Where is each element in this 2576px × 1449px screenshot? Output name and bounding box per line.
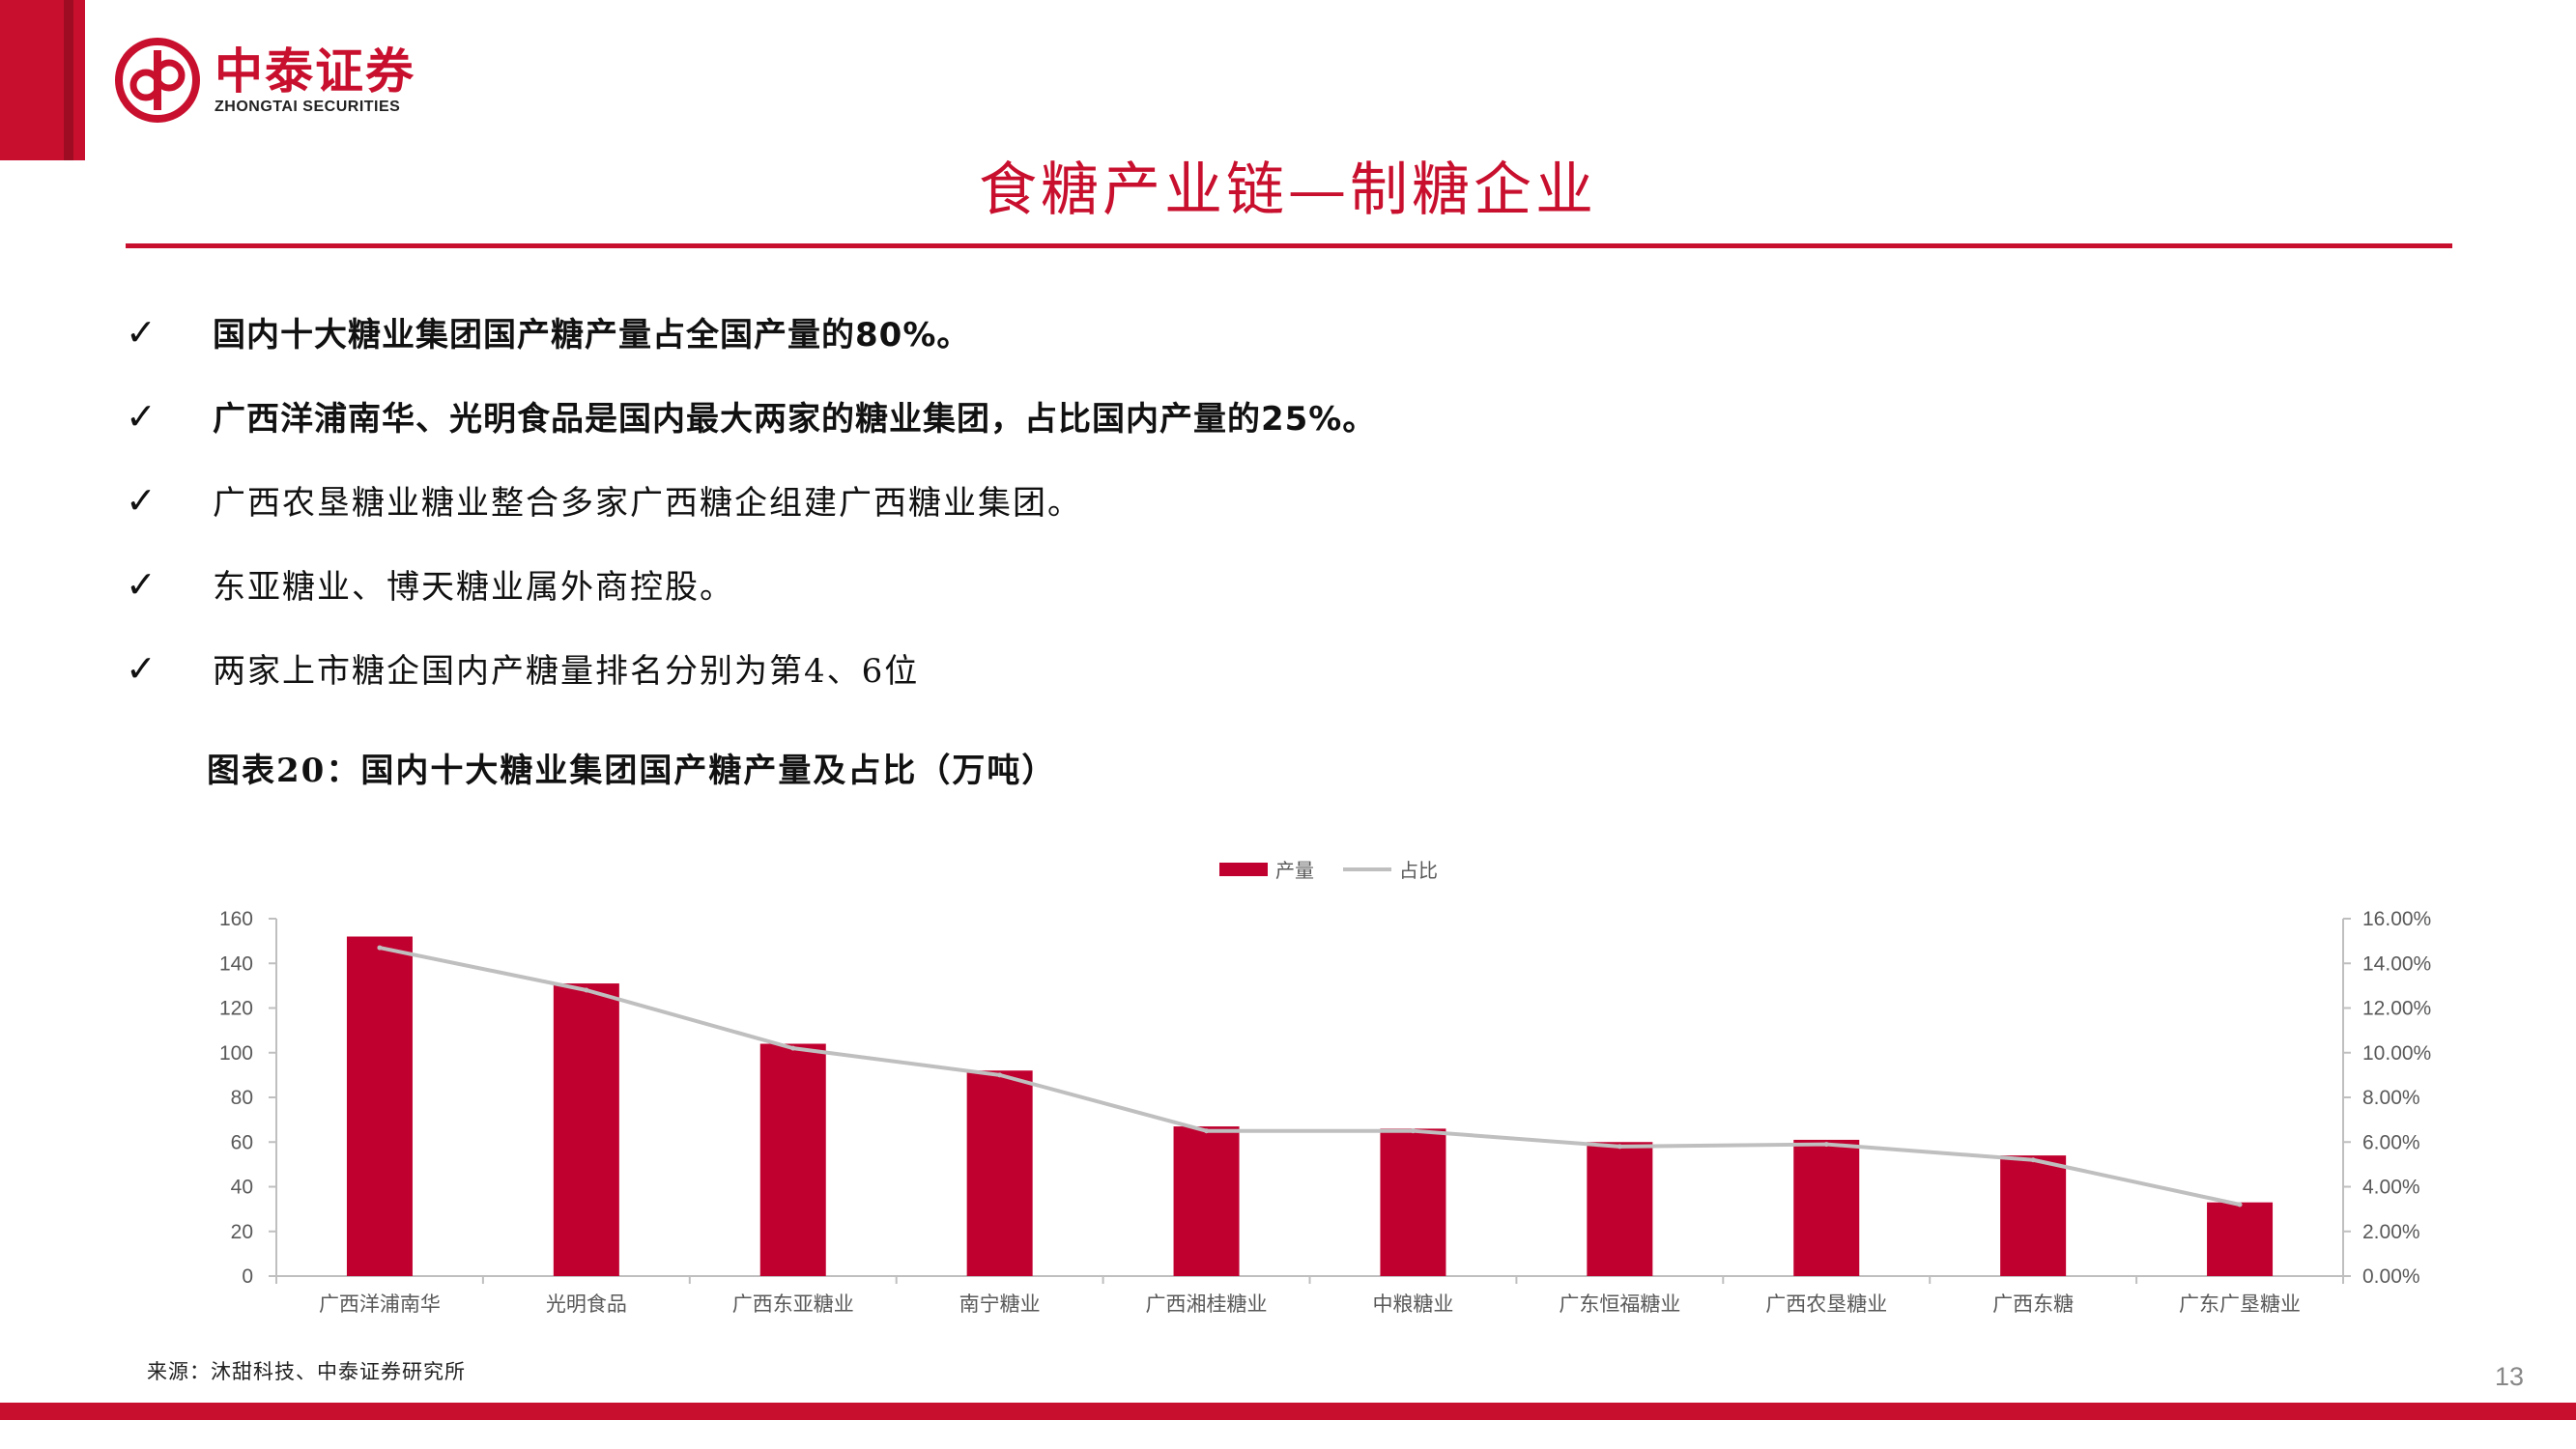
right-tick-label: 8.00% <box>2362 1087 2420 1109</box>
line-share-point <box>1823 1142 1829 1148</box>
left-tick-label: 60 <box>231 1131 253 1153</box>
checkmark-icon: ✓ <box>126 646 157 690</box>
zhongtai-logo-icon <box>115 38 200 123</box>
page-number: 13 <box>2494 1362 2524 1391</box>
bar-output <box>1173 1126 1240 1276</box>
right-tick-label: 10.00% <box>2362 1042 2431 1065</box>
line-share-point <box>1204 1128 1210 1134</box>
bar-output <box>2207 1202 2274 1276</box>
x-category-label: 广西农垦糖业 <box>1765 1293 1887 1316</box>
bullet-item: ✓ 广西洋浦南华、光明食品是国内最大两家的糖业集团，占比国内产量的25%。 <box>126 374 1376 458</box>
x-category-label: 光明食品 <box>546 1293 627 1316</box>
bar-output <box>966 1070 1033 1276</box>
bar-output <box>1793 1139 1860 1276</box>
x-category-label: 中粮糖业 <box>1372 1293 1453 1316</box>
x-category-label: 广西湘桂糖业 <box>1146 1293 1268 1316</box>
logo-chinese-name: 中泰证券 <box>215 43 415 99</box>
production-share-chart: 产量 占比 0 20 40 60 80 100 120 140 160 0.00% 2.00% 4.00%… <box>219 859 2431 1316</box>
right-tick-label: 14.00% <box>2362 952 2431 975</box>
line-share-point <box>997 1072 1003 1078</box>
left-tick-label: 0 <box>242 1265 253 1288</box>
title-divider <box>126 243 2452 248</box>
line-share-point <box>377 945 383 951</box>
checkmark-icon: ✓ <box>126 394 157 438</box>
x-category-label: 广东恒福糖业 <box>1559 1293 1680 1316</box>
header-corner-stripe <box>64 0 73 160</box>
line-share-point <box>584 987 589 993</box>
right-tick-label: 6.00% <box>2362 1131 2420 1153</box>
x-category-label: 广西东糖 <box>1992 1293 2074 1316</box>
right-tick-label: 12.00% <box>2362 998 2431 1020</box>
x-category-label: 广西东亚糖业 <box>732 1293 854 1316</box>
right-tick-label: 2.00% <box>2362 1221 2420 1243</box>
legend-swatch-output <box>1219 863 1268 876</box>
left-tick-label: 20 <box>231 1221 253 1243</box>
bullet-text: 广西农垦糖业糖业整合多家广西糖企组建广西糖业集团。 <box>213 484 1082 523</box>
legend-label-share: 占比 <box>1399 859 1438 882</box>
bullet-text: 两家上市糖企国内产糖量排名分别为第4、6位 <box>213 652 920 691</box>
legend-label-output: 产量 <box>1275 859 1314 882</box>
bullet-item: ✓ 两家上市糖企国内产糖量排名分别为第4、6位 <box>126 626 1376 710</box>
left-tick-label: 120 <box>219 998 253 1020</box>
x-category-label: 南宁糖业 <box>959 1293 1041 1316</box>
left-tick-label: 100 <box>219 1042 253 1065</box>
bullet-text: 东亚糖业、博天糖业属外商控股。 <box>213 568 734 607</box>
right-tick-label: 16.00% <box>2362 908 2431 930</box>
x-category-label: 广东广垦糖业 <box>2179 1293 2301 1316</box>
checkmark-icon: ✓ <box>126 478 157 522</box>
x-category-label: 广西洋浦南华 <box>319 1293 441 1316</box>
bullet-item: ✓ 广西农垦糖业糖业整合多家广西糖企组建广西糖业集团。 <box>126 458 1376 542</box>
line-share-point <box>1617 1144 1622 1150</box>
line-share-point <box>790 1045 796 1051</box>
bullet-list: ✓ 国内十大糖业集团国产糖产量占全国产量的80%。 ✓ 广西洋浦南华、光明食品是国内… <box>126 290 1376 710</box>
bullet-item: ✓ 东亚糖业、博天糖业属外商控股。 <box>126 542 1376 626</box>
line-share-series <box>379 946 2241 1207</box>
source-note: 来源：沐甜科技、中泰证券研究所 <box>147 1360 466 1383</box>
company-logo: 中泰证券 ZHONGTAI SECURITIES <box>114 37 415 124</box>
logo-english-name: ZHONGTAI SECURITIES <box>215 99 401 115</box>
line-share-point <box>1410 1128 1416 1134</box>
checkmark-icon: ✓ <box>126 310 157 354</box>
checkmark-icon: ✓ <box>126 562 157 606</box>
bar-output <box>2000 1155 2067 1276</box>
bar-output <box>1587 1142 1653 1276</box>
figure-title: 图表20：国内十大糖业集团国产糖产量及占比（万吨） <box>207 752 1057 790</box>
line-share-point <box>2030 1157 2036 1163</box>
bullet-text: 国内十大糖业集团国产糖产量占全国产量的80%。 <box>213 316 971 355</box>
bar-output <box>759 1043 826 1276</box>
bar-output <box>553 983 619 1276</box>
footer-bar <box>0 1403 2576 1420</box>
left-tick-label: 140 <box>219 952 253 975</box>
bullet-item: ✓ 国内十大糖业集团国产糖产量占全国产量的80%。 <box>126 290 1376 374</box>
line-share-point <box>2237 1202 2243 1208</box>
left-tick-label: 40 <box>231 1177 253 1199</box>
right-tick-label: 4.00% <box>2362 1177 2420 1199</box>
bullet-text: 广西洋浦南华、光明食品是国内最大两家的糖业集团，占比国内产量的25%。 <box>213 400 1377 439</box>
left-tick-label: 80 <box>231 1087 253 1109</box>
right-tick-label: 0.00% <box>2362 1265 2420 1288</box>
bar-output <box>346 936 413 1276</box>
left-tick-label: 160 <box>219 908 253 930</box>
page-title: 食糖产业链—制糖企业 <box>979 156 1597 224</box>
bar-output <box>1380 1128 1446 1276</box>
